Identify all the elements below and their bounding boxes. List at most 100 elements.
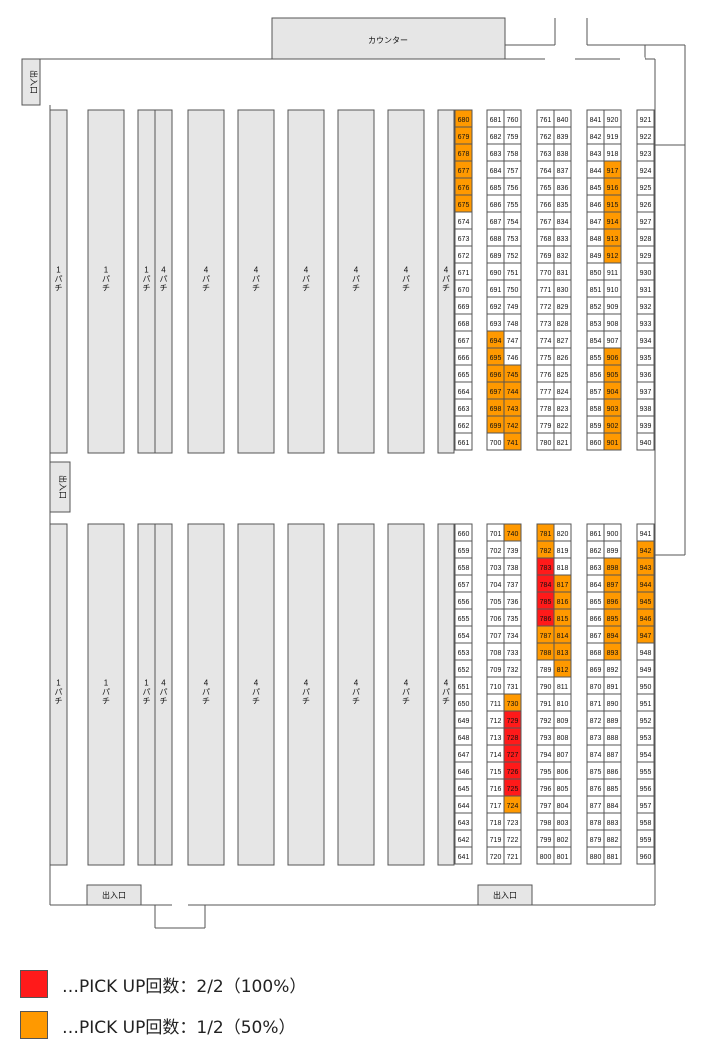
seat-725[interactable]: 725 [503, 778, 522, 797]
seat-658[interactable]: 658 [454, 557, 473, 576]
seat-758[interactable]: 758 [503, 143, 522, 162]
seat-790[interactable]: 790 [536, 676, 555, 695]
seat-807[interactable]: 807 [553, 744, 572, 763]
seat-732[interactable]: 732 [503, 659, 522, 678]
seat-711[interactable]: 711 [486, 693, 505, 712]
seat-695[interactable]: 695 [486, 347, 505, 366]
seat-717[interactable]: 717 [486, 795, 505, 814]
seat-773[interactable]: 773 [536, 313, 555, 332]
seat-865[interactable]: 865 [586, 591, 605, 610]
seat-887[interactable]: 887 [603, 744, 622, 763]
seat-646[interactable]: 646 [454, 761, 473, 780]
seat-718[interactable]: 718 [486, 812, 505, 831]
seat-665[interactable]: 665 [454, 364, 473, 383]
seat-686[interactable]: 686 [486, 194, 505, 213]
seat-835[interactable]: 835 [553, 194, 572, 213]
seat-654[interactable]: 654 [454, 625, 473, 644]
seat-892[interactable]: 892 [603, 659, 622, 678]
seat-781[interactable]: 781 [536, 523, 555, 542]
seat-830[interactable]: 830 [553, 279, 572, 298]
seat-921[interactable]: 921 [636, 109, 655, 128]
seat-703[interactable]: 703 [486, 557, 505, 576]
seat-759[interactable]: 759 [503, 126, 522, 145]
seat-829[interactable]: 829 [553, 296, 572, 315]
seat-824[interactable]: 824 [553, 381, 572, 400]
seat-796[interactable]: 796 [536, 778, 555, 797]
seat-932[interactable]: 932 [636, 296, 655, 315]
seat-700[interactable]: 700 [486, 432, 505, 451]
seat-657[interactable]: 657 [454, 574, 473, 593]
seat-734[interactable]: 734 [503, 625, 522, 644]
seat-763[interactable]: 763 [536, 143, 555, 162]
seat-895[interactable]: 895 [603, 608, 622, 627]
seat-893[interactable]: 893 [603, 642, 622, 661]
seat-705[interactable]: 705 [486, 591, 505, 610]
seat-923[interactable]: 923 [636, 143, 655, 162]
entrance-bottom-right[interactable] [477, 884, 533, 906]
seat-662[interactable]: 662 [454, 415, 473, 434]
seat-868[interactable]: 868 [586, 642, 605, 661]
seat-691[interactable]: 691 [486, 279, 505, 298]
seat-886[interactable]: 886 [603, 761, 622, 780]
seat-878[interactable]: 878 [586, 812, 605, 831]
seat-649[interactable]: 649 [454, 710, 473, 729]
seat-685[interactable]: 685 [486, 177, 505, 196]
seat-815[interactable]: 815 [553, 608, 572, 627]
seat-854[interactable]: 854 [586, 330, 605, 349]
seat-883[interactable]: 883 [603, 812, 622, 831]
seat-743[interactable]: 743 [503, 398, 522, 417]
seat-853[interactable]: 853 [586, 313, 605, 332]
seat-958[interactable]: 958 [636, 812, 655, 831]
seat-885[interactable]: 885 [603, 778, 622, 797]
seat-844[interactable]: 844 [586, 160, 605, 179]
seat-920[interactable]: 920 [603, 109, 622, 128]
seat-672[interactable]: 672 [454, 245, 473, 264]
seat-852[interactable]: 852 [586, 296, 605, 315]
seat-681[interactable]: 681 [486, 109, 505, 128]
seat-848[interactable]: 848 [586, 228, 605, 247]
seat-820[interactable]: 820 [553, 523, 572, 542]
seat-946[interactable]: 946 [636, 608, 655, 627]
seat-664[interactable]: 664 [454, 381, 473, 400]
seat-888[interactable]: 888 [603, 727, 622, 746]
seat-874[interactable]: 874 [586, 744, 605, 763]
seat-858[interactable]: 858 [586, 398, 605, 417]
seat-788[interactable]: 788 [536, 642, 555, 661]
seat-850[interactable]: 850 [586, 262, 605, 281]
seat-776[interactable]: 776 [536, 364, 555, 383]
seat-816[interactable]: 816 [553, 591, 572, 610]
seat-659[interactable]: 659 [454, 540, 473, 559]
seat-917[interactable]: 917 [603, 160, 622, 179]
seat-902[interactable]: 902 [603, 415, 622, 434]
seat-942[interactable]: 942 [636, 540, 655, 559]
seat-663[interactable]: 663 [454, 398, 473, 417]
seat-642[interactable]: 642 [454, 829, 473, 848]
seat-872[interactable]: 872 [586, 710, 605, 729]
seat-877[interactable]: 877 [586, 795, 605, 814]
seat-688[interactable]: 688 [486, 228, 505, 247]
seat-847[interactable]: 847 [586, 211, 605, 230]
seat-863[interactable]: 863 [586, 557, 605, 576]
seat-772[interactable]: 772 [536, 296, 555, 315]
seat-770[interactable]: 770 [536, 262, 555, 281]
seat-866[interactable]: 866 [586, 608, 605, 627]
seat-931[interactable]: 931 [636, 279, 655, 298]
seat-842[interactable]: 842 [586, 126, 605, 145]
seat-797[interactable]: 797 [536, 795, 555, 814]
seat-655[interactable]: 655 [454, 608, 473, 627]
seat-952[interactable]: 952 [636, 710, 655, 729]
seat-742[interactable]: 742 [503, 415, 522, 434]
seat-928[interactable]: 928 [636, 228, 655, 247]
seat-746[interactable]: 746 [503, 347, 522, 366]
seat-648[interactable]: 648 [454, 727, 473, 746]
seat-761[interactable]: 761 [536, 109, 555, 128]
seat-879[interactable]: 879 [586, 829, 605, 848]
seat-918[interactable]: 918 [603, 143, 622, 162]
seat-822[interactable]: 822 [553, 415, 572, 434]
seat-873[interactable]: 873 [586, 727, 605, 746]
seat-907[interactable]: 907 [603, 330, 622, 349]
seat-786[interactable]: 786 [536, 608, 555, 627]
seat-800[interactable]: 800 [536, 846, 555, 865]
seat-760[interactable]: 760 [503, 109, 522, 128]
seat-677[interactable]: 677 [454, 160, 473, 179]
